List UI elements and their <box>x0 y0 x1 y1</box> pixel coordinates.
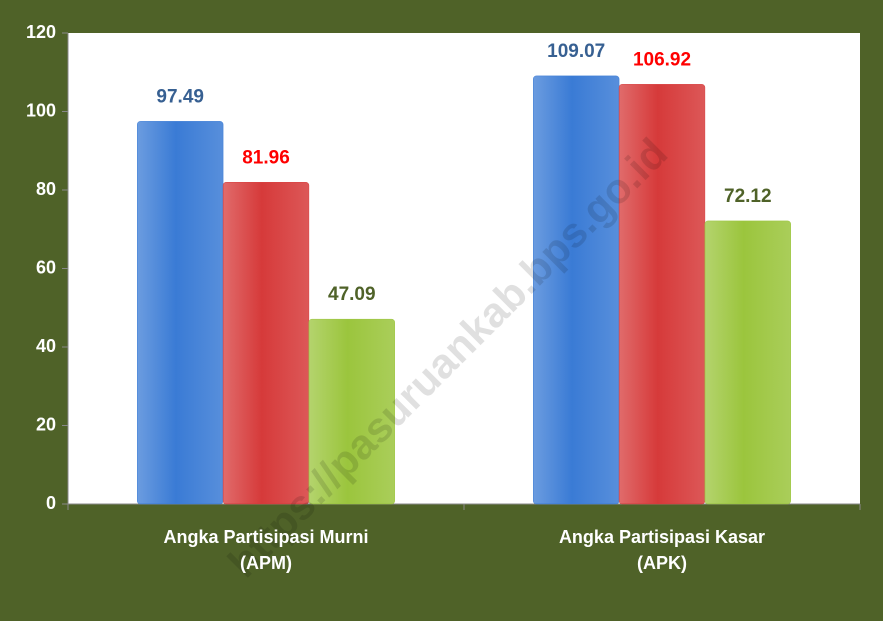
value-label: 109.07 <box>547 41 605 62</box>
bar <box>308 318 395 505</box>
y-tick-label: 80 <box>36 179 56 199</box>
bar <box>137 121 224 505</box>
y-tick-label: 60 <box>36 257 56 277</box>
y-tick-label: 20 <box>36 414 56 434</box>
x-tick-label: Angka Partisipasi Kasar (APK) <box>558 527 766 573</box>
x-tick-label: Angka Partisipasi Murni (APM) <box>163 527 369 573</box>
y-tick-label: 40 <box>36 336 56 356</box>
y-tick-label: 120 <box>26 22 56 42</box>
value-label: 72.12 <box>724 186 772 207</box>
y-tick-label: 0 <box>46 493 56 513</box>
value-label: 47.09 <box>328 284 376 305</box>
bar <box>704 220 791 505</box>
value-label: 97.49 <box>156 86 204 107</box>
y-tick-label: 100 <box>26 100 56 120</box>
bar <box>222 182 310 505</box>
value-label: 81.96 <box>242 147 290 168</box>
value-label: 106.92 <box>633 49 691 70</box>
